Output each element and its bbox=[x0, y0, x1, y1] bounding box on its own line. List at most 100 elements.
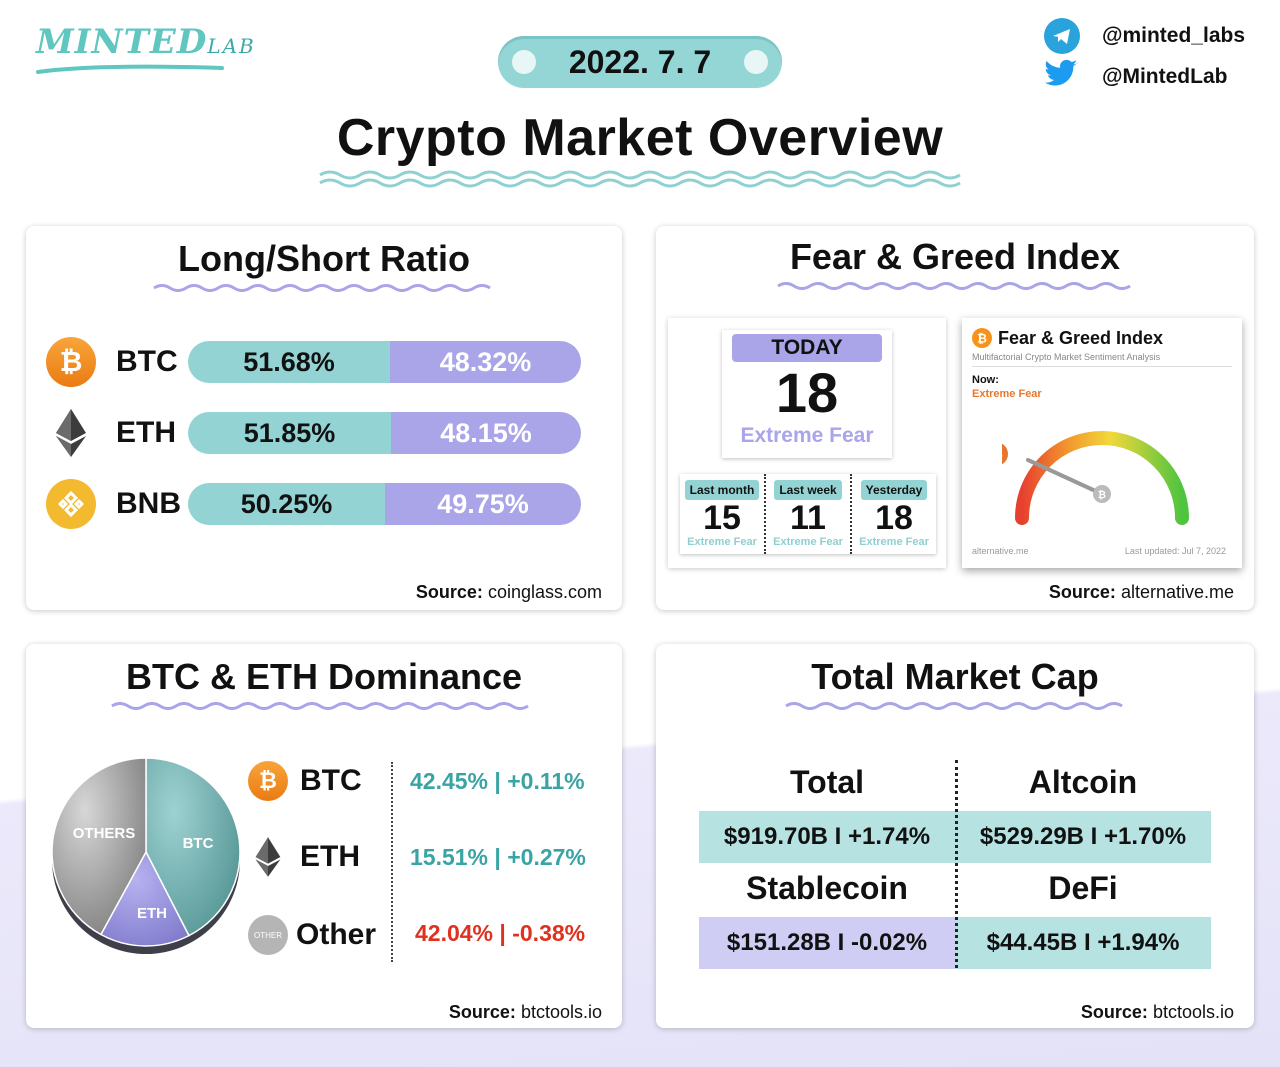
market-cap-value-altcoin: $529.29B I +1.70% bbox=[955, 811, 1211, 863]
source-label: Source: bbox=[415, 582, 483, 602]
source-value: coinglass.com bbox=[487, 582, 602, 602]
dominance-coin: ETH bbox=[300, 840, 360, 873]
widget-now-label: Now: bbox=[972, 374, 999, 386]
source-value: btctools.io bbox=[1152, 1002, 1234, 1022]
date-badge: 2022. 7. 7 bbox=[498, 36, 782, 88]
market-cap-label-altcoin: Altcoin bbox=[1028, 764, 1138, 800]
fear-greed-wave bbox=[777, 282, 1131, 290]
market-cap-label-total: Total bbox=[789, 764, 865, 800]
source-label: Source: bbox=[1080, 1002, 1148, 1022]
history-box: Last month 15 Extreme Fear Last week 11 … bbox=[680, 474, 936, 554]
long-short-bar: 51.68% 48.32% bbox=[188, 341, 581, 383]
market-cap-divider bbox=[955, 760, 958, 968]
title-wave-underline bbox=[319, 170, 961, 188]
history-yesterday: Yesterday 18 Extreme Fear bbox=[850, 474, 936, 554]
long-short-row-bnb: BNB 50.25% 49.75% bbox=[46, 479, 581, 529]
history-value: 18 bbox=[875, 499, 913, 537]
history-last-week: Last week 11 Extreme Fear bbox=[764, 474, 850, 554]
market-cap-wave bbox=[785, 702, 1123, 710]
dominance-card: BTC & ETH Dominance OTHERS BTC ETH ₿ BTC… bbox=[26, 644, 622, 1028]
history-value: 15 bbox=[703, 499, 741, 537]
pill-dot-left bbox=[512, 50, 536, 74]
pie-slice-eth bbox=[99, 850, 190, 947]
dominance-coin: Other bbox=[296, 918, 377, 951]
dominance-row-other: OTHER Other bbox=[248, 910, 376, 960]
long-short-title: Long/Short Ratio bbox=[178, 238, 470, 279]
history-classification: Extreme Fear bbox=[773, 536, 843, 548]
twitter-handle: @MintedLab bbox=[1102, 65, 1228, 88]
gauge-value-badge bbox=[1002, 443, 1008, 465]
market-cap-value-defi: $44.45B I +1.94% bbox=[955, 917, 1211, 969]
long-short-bar: 51.85% 48.15% bbox=[188, 412, 581, 454]
source-line: Source: btctools.io bbox=[1081, 1002, 1234, 1023]
history-classification: Extreme Fear bbox=[687, 536, 757, 548]
gauge-hub bbox=[1093, 485, 1111, 503]
long-short-bar: 50.25% 49.75% bbox=[188, 483, 581, 525]
history-label: Last week bbox=[774, 480, 842, 500]
mintedlab-logo: MINTEDLAB bbox=[36, 18, 254, 74]
widget-title: Fear & Greed Index bbox=[998, 328, 1164, 348]
history-classification: Extreme Fear bbox=[859, 536, 929, 548]
fear-greed-title: Fear & Greed Index bbox=[789, 236, 1121, 277]
bitcoin-icon: ₿ bbox=[972, 328, 992, 348]
long-short-row-eth: ETH 51.85% 48.15% bbox=[46, 408, 581, 458]
twitter-link[interactable]: @MintedLab bbox=[1044, 58, 1227, 96]
page-title: Crypto Market Overview bbox=[336, 109, 944, 167]
binance-icon bbox=[46, 479, 96, 529]
widget-now-value: Extreme Fear bbox=[972, 388, 1042, 400]
long-short-card: Long/Short Ratio ₿ BTC 51.68% 48.32% ETH… bbox=[26, 226, 622, 610]
source-value: btctools.io bbox=[520, 1002, 602, 1022]
today-box: TODAY 18 Extreme Fear bbox=[722, 330, 892, 458]
pie-slice-others bbox=[51, 757, 147, 936]
long-short-row-btc: ₿ BTC 51.68% 48.32% bbox=[46, 337, 581, 387]
twitter-icon bbox=[1044, 58, 1080, 96]
gauge-needle bbox=[1026, 458, 1104, 496]
dominance-title: BTC & ETH Dominance bbox=[125, 656, 523, 697]
telegram-icon bbox=[1044, 18, 1080, 54]
short-value: 49.75% bbox=[385, 483, 581, 525]
logo-swoosh bbox=[36, 64, 224, 74]
long-value: 51.68% bbox=[188, 341, 390, 383]
coin-label: BNB bbox=[116, 487, 181, 520]
history-last-month: Last month 15 Extreme Fear bbox=[680, 474, 764, 554]
dominance-value-other: 42.04% | -0.38% bbox=[415, 920, 586, 946]
short-value: 48.32% bbox=[390, 341, 581, 383]
widget-footer-left: alternative.me bbox=[972, 546, 1029, 556]
widget-divider bbox=[972, 366, 1232, 367]
coin-label: ETH bbox=[116, 416, 176, 449]
other-coin-icon: OTHER bbox=[248, 915, 288, 955]
market-cap-value-stablecoin: $151.28B I -0.02% bbox=[699, 917, 955, 969]
source-line: Source: btctools.io bbox=[449, 1002, 602, 1023]
svg-text:₿: ₿ bbox=[1098, 489, 1106, 501]
widget-footer-right: Last updated: Jul 7, 2022 bbox=[1124, 546, 1226, 556]
dominance-divider bbox=[391, 762, 393, 962]
fear-greed-gauge: ₿ 18 bbox=[1002, 431, 1189, 525]
market-cap-label-defi: DeFi bbox=[1048, 870, 1118, 906]
history-value: 11 bbox=[790, 499, 826, 537]
today-tag: TODAY bbox=[732, 334, 882, 362]
fear-greed-widget: ₿ Fear & Greed Index Multifactorial Cryp… bbox=[962, 318, 1242, 568]
dominance-pie-chart: OTHERS BTC ETH bbox=[51, 757, 241, 954]
date-text: 2022. 7. 7 bbox=[568, 43, 712, 80]
svg-text:₿: ₿ bbox=[977, 332, 987, 346]
short-value: 48.15% bbox=[391, 412, 581, 454]
bitcoin-icon: ₿ bbox=[248, 761, 288, 801]
market-cap-value-total: $919.70B I +1.74% bbox=[699, 811, 955, 863]
telegram-link[interactable]: @minted_labs bbox=[1044, 18, 1245, 54]
ethereum-icon bbox=[46, 408, 96, 458]
pie-label-btc: BTC bbox=[183, 835, 214, 852]
pie-label-eth: ETH bbox=[137, 905, 167, 922]
history-label: Yesterday bbox=[860, 480, 928, 500]
history-label: Last month bbox=[684, 480, 760, 500]
dominance-row-btc: ₿ BTC bbox=[248, 756, 362, 806]
long-value: 50.25% bbox=[188, 483, 385, 525]
source-line: Source: alternative.me bbox=[1049, 582, 1234, 603]
source-line: Source: coinglass.com bbox=[416, 582, 602, 603]
ethereum-icon bbox=[248, 837, 288, 877]
market-cap-card: Total Market Cap Total Altcoin $919.70B … bbox=[656, 644, 1254, 1028]
long-value: 51.85% bbox=[188, 412, 391, 454]
pill-dot-right bbox=[744, 50, 768, 74]
source-label: Source: bbox=[448, 1002, 516, 1022]
market-cap-label-stablecoin: Stablecoin bbox=[746, 870, 908, 906]
market-cap-title: Total Market Cap bbox=[811, 656, 1099, 697]
